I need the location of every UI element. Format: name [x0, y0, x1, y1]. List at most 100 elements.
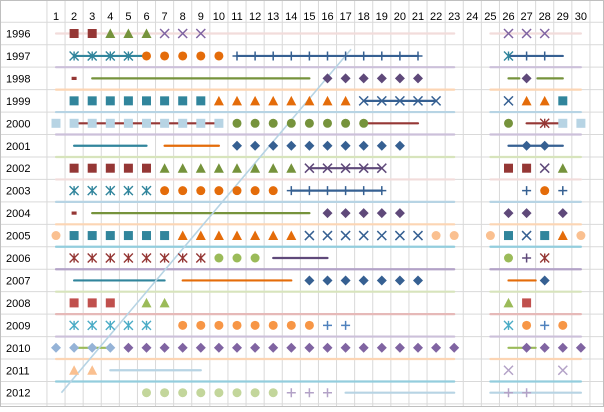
- data-point-triangle: [250, 163, 261, 173]
- trend-layer: [60, 48, 352, 394]
- data-point-square: [123, 96, 133, 106]
- data-point-plus: [286, 186, 296, 196]
- data-point-diamond: [141, 342, 152, 353]
- y-tick-label: 2011: [6, 365, 30, 377]
- data-point-plus: [522, 388, 532, 398]
- data-point-triangle: [141, 28, 152, 38]
- data-point-triangle: [87, 365, 98, 375]
- data-point-square: [105, 163, 115, 173]
- data-point-circle: [504, 118, 513, 128]
- data-point-triangle: [340, 95, 351, 106]
- data-point-circle: [558, 320, 568, 330]
- data-point-x: [358, 95, 369, 106]
- data-point-diamond: [557, 342, 568, 353]
- data-point-diamond: [413, 275, 423, 286]
- data-point-circle: [504, 253, 513, 263]
- data-point-diamond: [539, 140, 550, 151]
- data-point-x: [521, 28, 532, 39]
- data-point-diamond: [376, 208, 387, 219]
- data-point-diamond: [286, 342, 297, 353]
- data-point-triangle: [213, 230, 224, 241]
- data-point-circle: [250, 186, 260, 196]
- data-point-diamond: [539, 342, 550, 353]
- data-point-x: [503, 28, 514, 39]
- data-point-diamond: [521, 208, 532, 219]
- data-point-triangle: [232, 230, 242, 241]
- y-tick-label: 2006: [6, 253, 30, 265]
- data-point-triangle: [286, 95, 297, 106]
- data-point-triangle: [232, 95, 242, 106]
- data-point-star: [69, 50, 80, 61]
- data-point-square: [105, 298, 115, 308]
- data-point-plus: [522, 51, 532, 61]
- x-tick-label: 15: [303, 11, 315, 23]
- data-point-plus: [286, 388, 296, 398]
- y-tick-label: 2008: [6, 298, 30, 310]
- data-point-square: [87, 298, 97, 308]
- data-point-circle: [178, 388, 188, 398]
- data-point-square: [87, 96, 97, 106]
- data-point-triangle: [268, 95, 279, 106]
- data-point-triangle: [105, 28, 116, 38]
- data-point-square: [522, 298, 532, 308]
- data-point-plus: [359, 186, 369, 196]
- data-point-star: [159, 253, 170, 263]
- x-tick-label: 24: [466, 11, 478, 23]
- data-point-circle: [232, 186, 242, 196]
- data-point-circle: [286, 118, 296, 128]
- data-point-plus: [377, 51, 387, 61]
- y-tick-label: 1998: [6, 73, 30, 85]
- data-point-x: [322, 163, 333, 174]
- data-point-x: [539, 28, 550, 39]
- data-point-circle: [196, 51, 206, 61]
- data-point-circle: [341, 118, 351, 128]
- data-point-plus: [304, 388, 314, 398]
- data-point-x: [159, 28, 170, 39]
- data-point-diamond: [304, 140, 315, 151]
- data-point-square: [69, 118, 79, 128]
- data-point-diamond: [521, 73, 532, 84]
- data-point-plus: [323, 320, 332, 330]
- data-point-diamond: [268, 342, 279, 353]
- data-point-x: [322, 230, 333, 241]
- data-point-circle: [178, 186, 188, 196]
- data-point-circle: [178, 51, 188, 61]
- data-point-square: [160, 231, 170, 241]
- data-point-triangle: [159, 297, 170, 308]
- data-point-plus: [232, 51, 242, 61]
- data-point-star: [105, 320, 116, 331]
- data-point-diamond: [521, 342, 532, 353]
- data-point-triangle: [286, 163, 297, 173]
- data-point-plus: [304, 186, 314, 196]
- data-point-plus: [522, 186, 532, 196]
- y-tick-label: 2000: [6, 118, 30, 130]
- data-point-plus: [413, 51, 423, 61]
- x-tick-label: 16: [321, 11, 333, 23]
- y-tick-label: 1997: [6, 51, 30, 63]
- data-point-diamond: [232, 342, 242, 353]
- data-point-square: [87, 163, 97, 173]
- data-point-circle: [286, 320, 296, 330]
- marker-layer: [51, 28, 586, 398]
- data-point-square: [142, 96, 151, 106]
- data-point-plus: [323, 51, 332, 61]
- data-point-circle: [142, 51, 151, 61]
- data-point-x: [539, 163, 550, 174]
- data-point-circle: [214, 51, 224, 61]
- data-point-circle: [250, 388, 260, 398]
- data-point-circle: [250, 320, 260, 330]
- data-point-x: [358, 230, 369, 241]
- x-tick-label: 25: [484, 11, 496, 23]
- data-point-star: [141, 253, 152, 263]
- data-point-x: [412, 95, 424, 106]
- data-point-triangle: [177, 230, 188, 241]
- data-point-diamond: [322, 73, 333, 84]
- data-point-square: [558, 118, 568, 128]
- data-point-circle: [196, 186, 206, 196]
- data-point-diamond: [322, 208, 333, 219]
- data-point-star: [69, 185, 80, 196]
- data-point-square: [87, 118, 97, 128]
- data-point-triangle: [232, 163, 242, 173]
- data-point-diamond: [394, 275, 405, 286]
